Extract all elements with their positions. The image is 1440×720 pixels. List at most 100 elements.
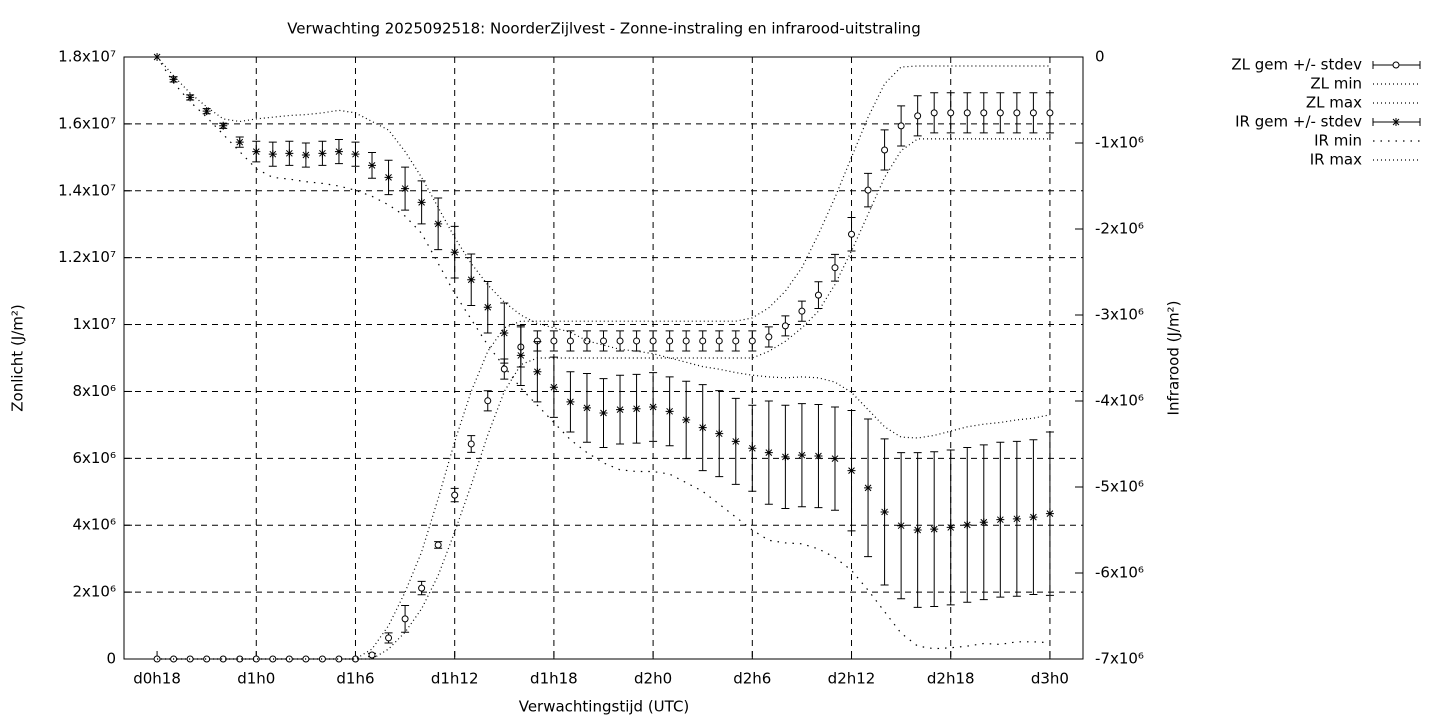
y-tick-label: 4x10⁶ [72, 516, 116, 534]
point [847, 466, 856, 475]
point [252, 655, 260, 663]
point [203, 655, 211, 663]
point [1013, 109, 1021, 117]
point [451, 491, 459, 499]
plot-frame [123, 56, 1084, 660]
point [715, 337, 723, 345]
point [417, 198, 426, 207]
point [318, 655, 326, 663]
point [467, 275, 476, 284]
y-tick-label: 1.2x10⁷ [58, 248, 116, 266]
legend-marker [1392, 61, 1400, 69]
x-tick-label: d1h6 [336, 670, 374, 688]
point [418, 584, 426, 592]
point [979, 518, 988, 527]
point [285, 149, 294, 158]
point [980, 109, 988, 117]
point [781, 452, 790, 461]
point [732, 337, 740, 345]
y2-tick-label: -3x10⁶ [1095, 306, 1144, 324]
point [814, 452, 823, 461]
point [467, 440, 475, 448]
x-tick-label: d2h0 [634, 670, 672, 688]
point [252, 147, 261, 156]
line [157, 65, 1050, 660]
point [1045, 509, 1054, 518]
legend-marker [1392, 118, 1400, 126]
point [781, 322, 789, 330]
point [798, 307, 806, 315]
point [666, 337, 674, 345]
point [616, 337, 624, 345]
point [384, 173, 393, 182]
point [963, 109, 971, 117]
point [318, 149, 327, 158]
chart-title: Verwachting 2025092518: NoorderZijlvest … [287, 20, 921, 38]
point [401, 184, 410, 193]
point [434, 219, 443, 228]
point [830, 454, 839, 463]
point [649, 403, 658, 412]
point [764, 448, 773, 457]
y2-tick-label: -6x10⁶ [1095, 564, 1144, 582]
point [765, 333, 773, 341]
point [235, 138, 244, 147]
point [153, 655, 161, 663]
point [599, 409, 608, 418]
legend-label: ZL min [1310, 75, 1362, 93]
point [484, 397, 492, 405]
y2-tick-label: -1x10⁶ [1095, 134, 1144, 152]
point [500, 329, 509, 338]
point [632, 404, 641, 413]
x-tick-label: d2h12 [828, 670, 876, 688]
point [533, 367, 542, 376]
point [219, 655, 227, 663]
point [186, 93, 195, 102]
y2-tick-label: 0 [1095, 48, 1105, 66]
point [434, 541, 442, 549]
point [881, 146, 889, 154]
point [831, 264, 839, 272]
point [797, 451, 806, 460]
point [516, 351, 525, 360]
point [963, 520, 972, 529]
x-tick-label: d2h6 [733, 670, 771, 688]
point [930, 109, 938, 117]
point [880, 507, 889, 516]
x-axis-label: Verwachtingstijd (UTC) [519, 698, 690, 716]
point [1029, 513, 1038, 522]
point [947, 109, 955, 117]
point [897, 122, 905, 130]
point [864, 186, 872, 194]
point [566, 397, 575, 406]
legend-label: IR max [1310, 151, 1362, 169]
y2-tick-label: -4x10⁶ [1095, 392, 1144, 410]
point [682, 415, 691, 424]
point [335, 655, 343, 663]
point [368, 651, 376, 659]
point [549, 383, 558, 392]
y2-tick-label: -5x10⁶ [1095, 478, 1144, 496]
point [268, 150, 277, 159]
y-tick-label: 8x10⁶ [72, 382, 116, 400]
point [682, 337, 690, 345]
point [897, 521, 906, 530]
point [153, 53, 162, 61]
point [930, 525, 939, 534]
point [698, 423, 707, 432]
point [649, 337, 657, 345]
x-tick-label: d2h18 [927, 670, 975, 688]
point [401, 615, 409, 623]
y2-tick-label: -7x10⁶ [1095, 650, 1144, 668]
point [633, 337, 641, 345]
point [550, 337, 558, 345]
y-tick-label: 1.8x10⁷ [58, 48, 116, 66]
point [219, 121, 228, 130]
y-tick-label: 1x10⁷ [72, 315, 116, 333]
point [913, 526, 922, 534]
point [351, 150, 360, 159]
point [996, 515, 1005, 524]
point [186, 655, 194, 663]
point [748, 444, 757, 453]
